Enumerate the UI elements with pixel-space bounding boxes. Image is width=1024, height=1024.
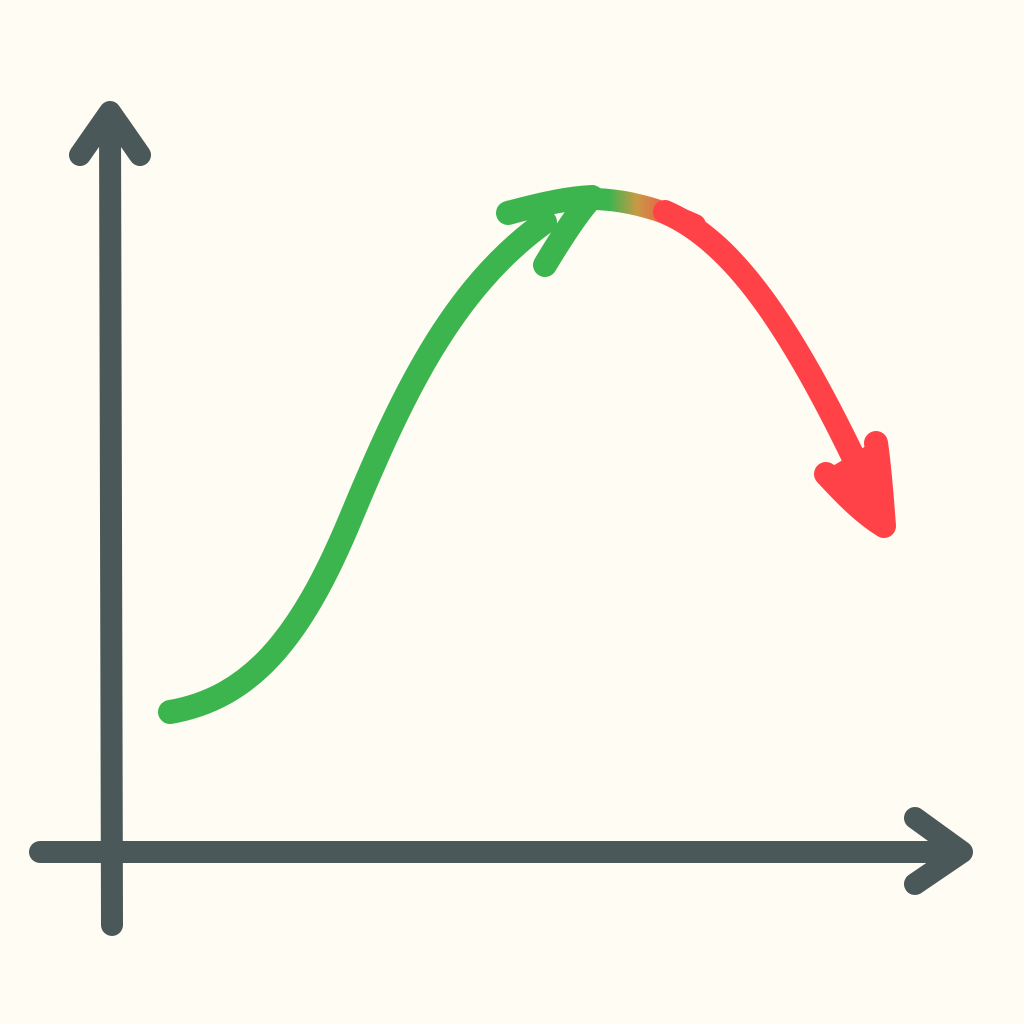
y-axis — [69, 101, 151, 936]
rising-curve-line — [158, 210, 557, 724]
falling-curve-line — [653, 200, 880, 500]
x-axis — [29, 807, 973, 895]
arrow-right-icon — [904, 807, 973, 895]
y-axis-line — [99, 109, 123, 936]
falling-curve — [653, 200, 896, 538]
arrow-up-icon — [69, 101, 151, 166]
arrow-down-right-head-outline — [814, 431, 896, 538]
